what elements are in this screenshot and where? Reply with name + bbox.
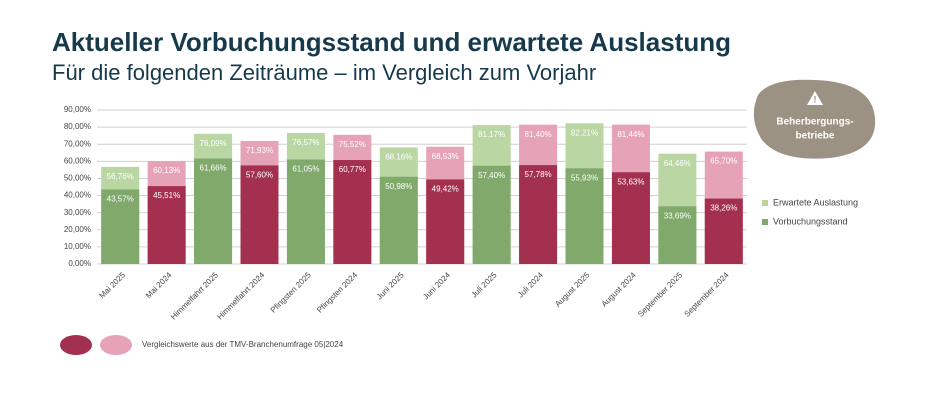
value-label: 81,44% — [617, 130, 644, 139]
badge — [753, 79, 876, 159]
x-tick-label: Himmelfahrt 2024 — [215, 270, 266, 321]
value-label: 81,40% — [525, 130, 552, 139]
x-tick-label: Juli 2024 — [516, 270, 545, 299]
y-tick-label: 70,00% — [64, 139, 91, 148]
legend-label: Erwartete Auslastung — [773, 197, 858, 207]
x-tick-label: September 2025 — [636, 270, 685, 319]
bar — [101, 189, 140, 264]
value-label: 76,09% — [200, 139, 227, 148]
y-tick-label: 50,00% — [64, 174, 91, 183]
bar — [611, 172, 650, 264]
value-label: 61,66% — [200, 164, 227, 173]
bar — [472, 165, 511, 264]
bar — [194, 158, 233, 264]
value-label: 38,26% — [710, 204, 737, 213]
y-tick-label: 30,00% — [64, 208, 91, 217]
y-tick-label: 80,00% — [64, 122, 91, 131]
bar — [240, 165, 279, 264]
value-label: 57,78% — [525, 170, 552, 179]
chart-title: Aktueller Vorbuchungsstand und erwartete… — [52, 27, 731, 57]
x-tick-label: Mai 2024 — [144, 270, 174, 300]
bar — [333, 160, 372, 264]
value-label: 60,77% — [339, 165, 366, 174]
value-label: 45,51% — [153, 191, 180, 200]
value-label: 53,63% — [617, 177, 644, 186]
y-tick-label: 60,00% — [64, 156, 91, 165]
bar — [565, 168, 604, 264]
value-label: 65,70% — [710, 157, 737, 166]
comparison-swatch — [100, 335, 132, 355]
x-tick-label: Mai 2025 — [97, 270, 127, 300]
bar — [519, 165, 558, 264]
x-tick-label: August 2024 — [600, 270, 639, 309]
value-label: 50,98% — [385, 182, 412, 191]
value-label: 68,16% — [385, 152, 412, 161]
value-label: 68,53% — [432, 152, 459, 161]
badge-text: betriebe — [796, 131, 835, 142]
legend-swatch — [762, 200, 768, 206]
value-label: 55,93% — [571, 173, 598, 182]
value-label: 76,57% — [292, 138, 319, 147]
value-label: 60,13% — [153, 166, 180, 175]
comparison-note: Vergleichswerte aus der TMV-Branchenumfr… — [142, 340, 344, 349]
x-tick-label: Juli 2025 — [470, 270, 499, 299]
value-label: 61,05% — [292, 165, 319, 174]
x-tick-label: August 2025 — [553, 270, 592, 309]
y-tick-label: 20,00% — [64, 225, 91, 234]
value-label: 57,60% — [246, 171, 273, 180]
value-label: 33,69% — [664, 211, 691, 220]
x-tick-label: Himmelfahrt 2025 — [169, 270, 220, 321]
value-label: 75,52% — [339, 140, 366, 149]
value-label: 56,76% — [107, 172, 134, 181]
value-label: 57,40% — [478, 171, 505, 180]
bar — [379, 176, 418, 264]
bar — [426, 179, 465, 264]
warning-icon — [807, 91, 823, 105]
x-tick-label: Juni 2024 — [421, 270, 452, 301]
bar — [658, 206, 697, 264]
bar — [147, 186, 186, 264]
warning-icon-mark: ! — [814, 94, 817, 104]
legend-swatch — [762, 219, 768, 225]
x-tick-label: Pfingsten 2025 — [269, 270, 313, 314]
value-label: 71,93% — [246, 146, 273, 155]
x-tick-label: September 2024 — [682, 270, 731, 319]
bar — [704, 198, 743, 264]
x-tick-label: Juni 2025 — [375, 270, 406, 301]
value-label: 81,17% — [478, 130, 505, 139]
value-label: 64,46% — [664, 159, 691, 168]
value-label: 49,42% — [432, 185, 459, 194]
value-label: 43,57% — [107, 195, 134, 204]
y-tick-label: 40,00% — [64, 191, 91, 200]
chart-subtitle: Für die folgenden Zeiträume – im Verglei… — [52, 60, 596, 85]
y-tick-label: 10,00% — [64, 242, 91, 251]
value-label: 82,21% — [571, 128, 598, 137]
y-tick-label: 90,00% — [64, 105, 91, 114]
x-tick-label: Pfingsten 2024 — [315, 270, 359, 314]
bar — [286, 159, 325, 264]
badge-text: Beherbergungs- — [776, 117, 853, 128]
y-tick-label: 0,00% — [68, 259, 91, 268]
comparison-swatch — [60, 335, 92, 355]
legend-label: Vorbuchungsstand — [773, 216, 848, 226]
